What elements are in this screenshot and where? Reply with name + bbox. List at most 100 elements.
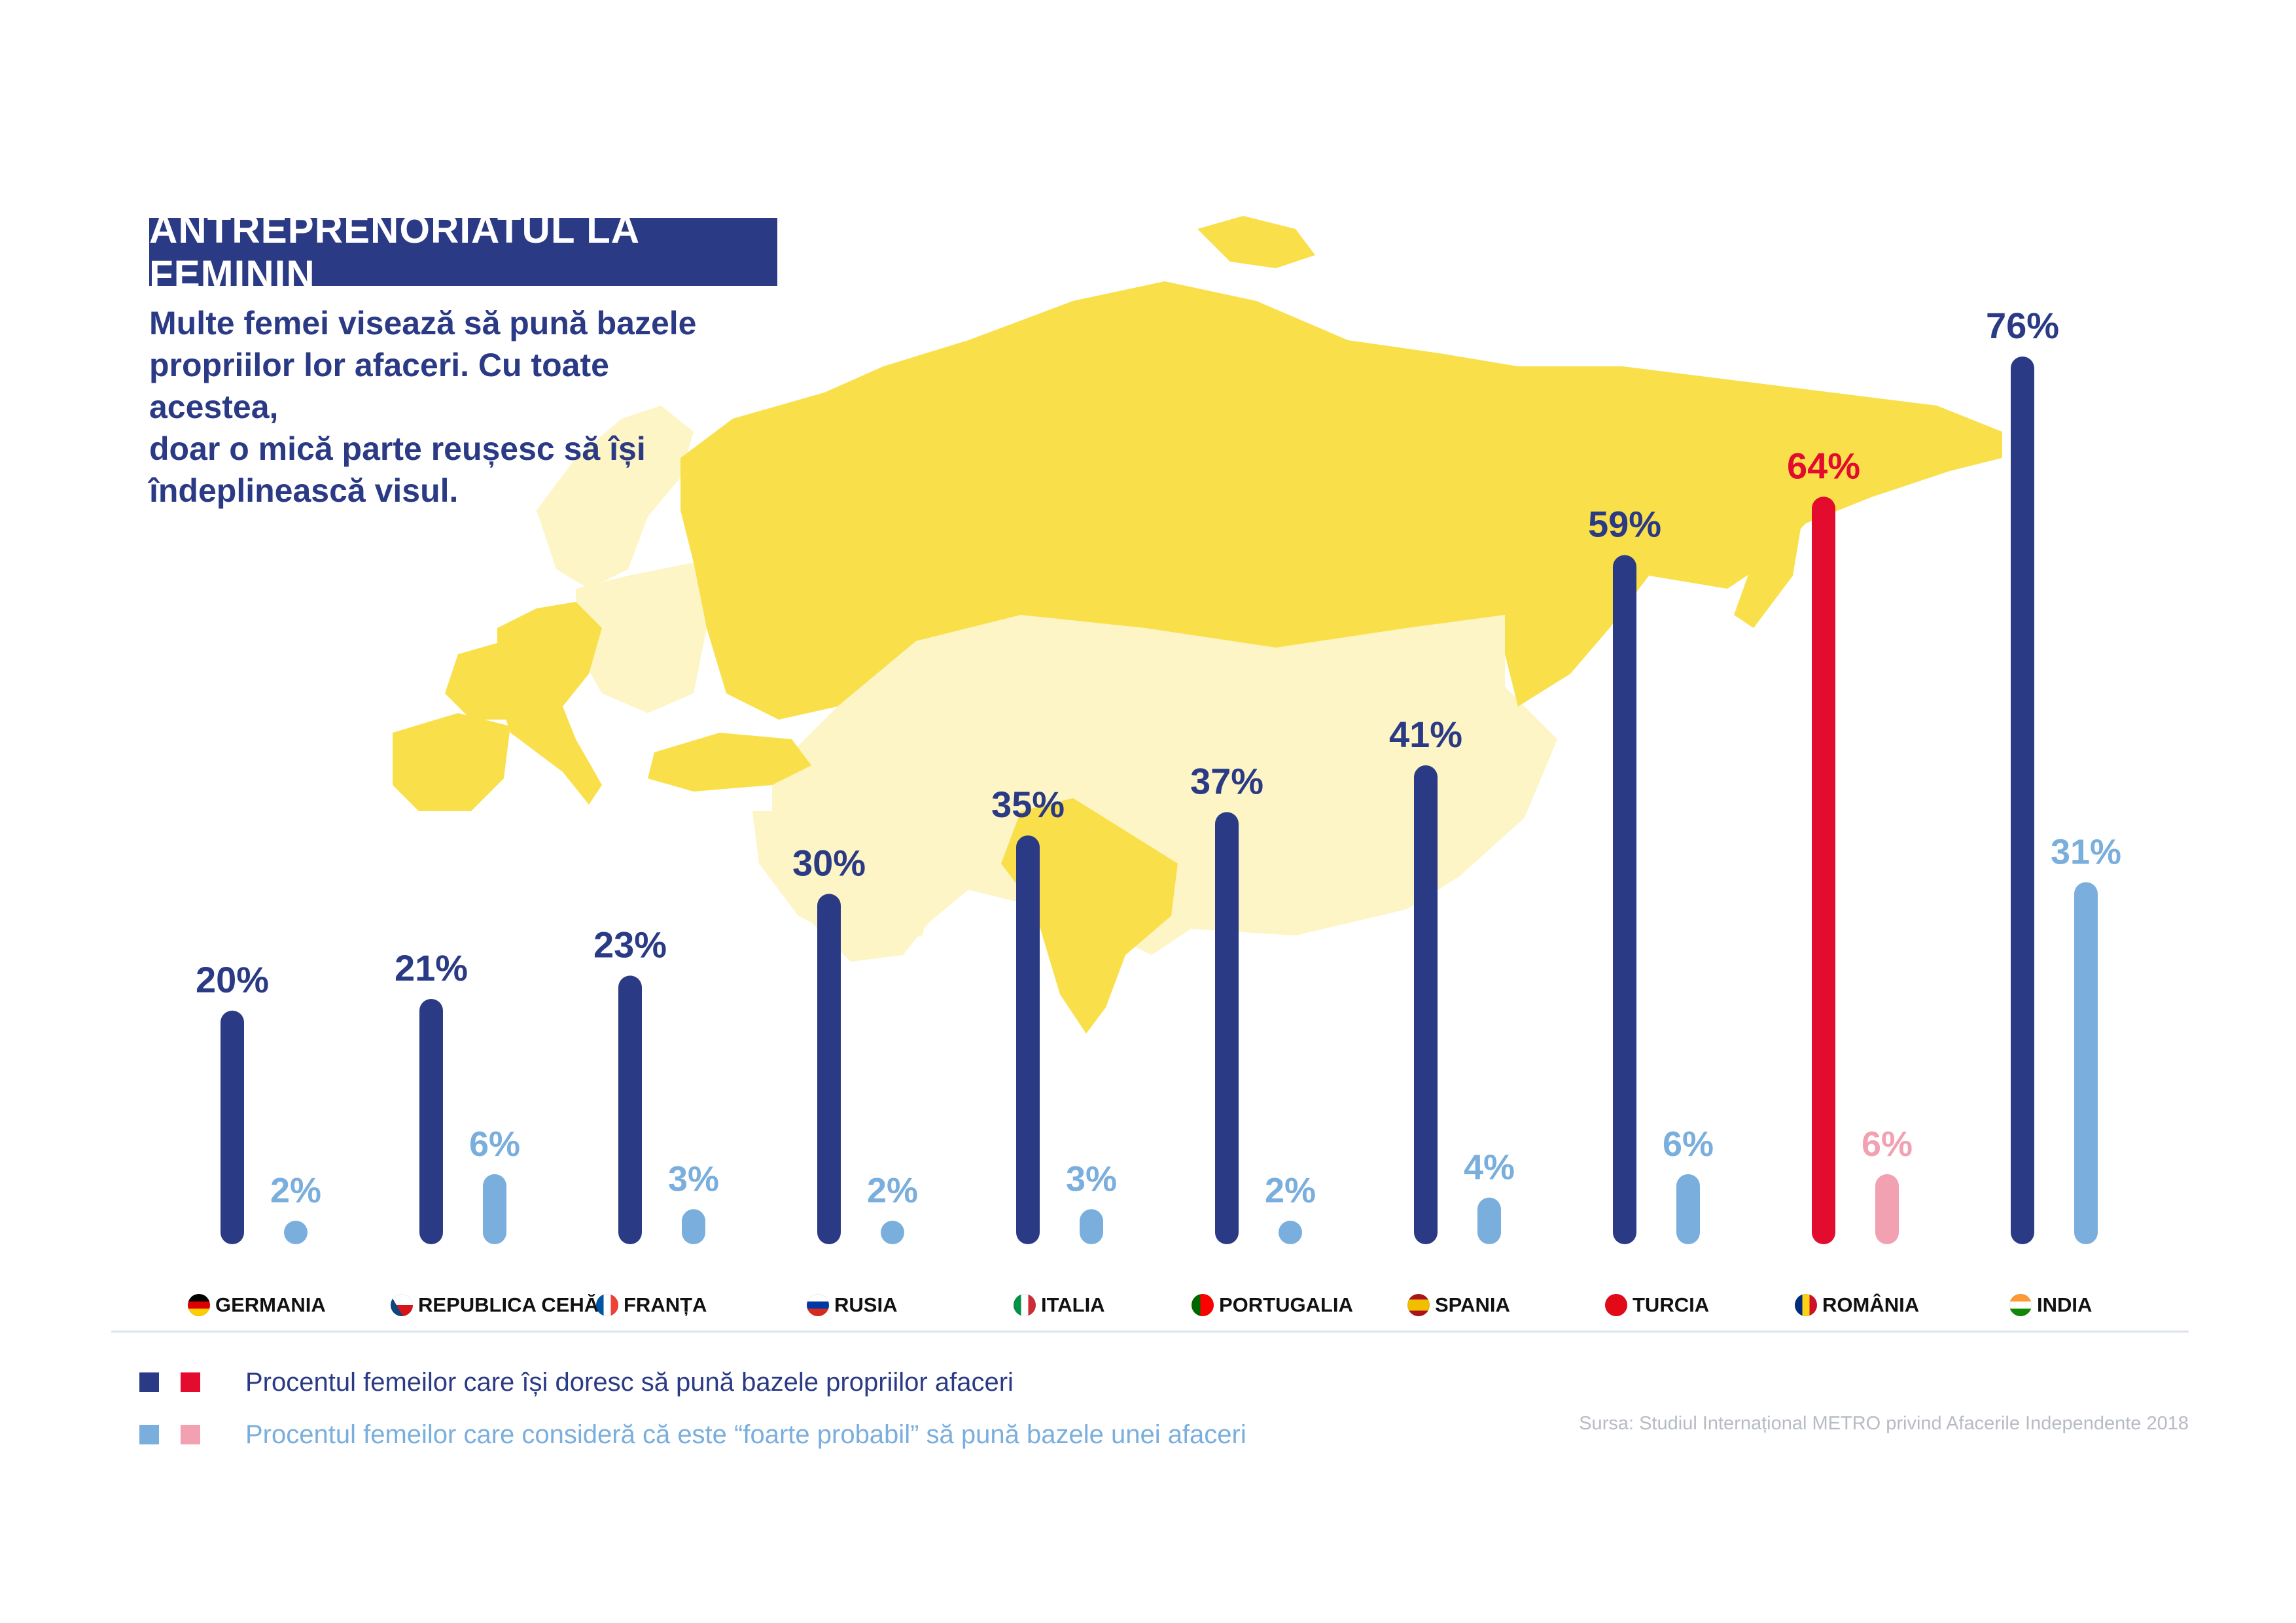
chart-subtitle: Multe femei visează să pună bazele propr… — [149, 302, 738, 512]
flag-icon — [2009, 1294, 2032, 1316]
country-label: ITALIA — [1014, 1291, 1105, 1319]
country-label: RUSIA — [807, 1291, 897, 1319]
value-label-likely-0: 2% — [270, 1171, 321, 1210]
country-name: RUSIA — [834, 1293, 898, 1316]
legend-item-dark: Procentul femeilor care își doresc să pu… — [139, 1363, 1014, 1402]
bar-likely-9 — [2074, 882, 2098, 1244]
flag-icon — [391, 1294, 413, 1316]
value-label-likely-1: 6% — [469, 1125, 520, 1164]
bar-likely-5 — [1279, 1221, 1302, 1244]
flag-icon — [188, 1294, 210, 1316]
map-russia — [680, 281, 2002, 720]
value-label-likely-7: 6% — [1663, 1125, 1714, 1164]
value-label-dream-7: 59% — [1588, 504, 1661, 545]
value-label-dream-0: 20% — [196, 959, 269, 1000]
value-label-likely-3: 2% — [867, 1171, 918, 1210]
map-scandinavia — [537, 406, 694, 589]
country-name: REPUBLICA CEHĂ — [418, 1293, 599, 1316]
country-label: PORTUGALIA — [1192, 1291, 1353, 1319]
bar-likely-8 — [1875, 1174, 1899, 1244]
subtitle-line: îndeplinească visul. — [149, 472, 459, 509]
country-label: FRANȚA — [596, 1291, 707, 1319]
flag-icon — [1795, 1294, 1817, 1316]
bar-dream-9 — [2011, 357, 2034, 1244]
bar-dream-7 — [1613, 555, 1636, 1244]
value-label-dream-6: 41% — [1389, 714, 1462, 755]
bar-dream-6 — [1414, 765, 1438, 1244]
legend-swatch-pink — [181, 1425, 200, 1444]
country-label: INDIA — [2009, 1291, 2092, 1319]
country-name: INDIA — [2037, 1293, 2093, 1316]
value-label-dream-4: 35% — [991, 784, 1065, 825]
map-other-countries — [537, 406, 1557, 962]
flag-icon — [1014, 1294, 1036, 1316]
bar-dream-2 — [618, 975, 642, 1244]
value-label-likely-4: 3% — [1066, 1159, 1117, 1198]
flag-icon — [1605, 1294, 1627, 1316]
value-label-likely-2: 3% — [668, 1159, 719, 1198]
value-label-dream-2: 23% — [593, 924, 667, 965]
map-turkey — [648, 733, 811, 792]
subtitle-line: Multe femei visează să pună bazele — [149, 305, 697, 341]
country-label: ROMÂNIA — [1795, 1291, 1919, 1319]
bar-likely-1 — [483, 1174, 506, 1244]
legend-swatch-dark-blue — [139, 1372, 159, 1392]
subtitle-line: propriilor lor afaceri. Cu toate acestea… — [149, 347, 609, 425]
value-label-likely-6: 4% — [1464, 1148, 1515, 1187]
flag-icon — [596, 1294, 618, 1316]
bar-dream-8 — [1812, 497, 1835, 1244]
subtitle-line: doar o mică parte reușesc să își — [149, 430, 646, 467]
legend-divider — [111, 1331, 2189, 1333]
value-label-dream-3: 30% — [792, 842, 866, 883]
map-highlighted-countries — [393, 216, 2002, 1034]
value-label-likely-9: 31% — [2051, 832, 2121, 871]
map-kamchatka — [1734, 497, 1806, 628]
bar-dream-4 — [1016, 835, 1040, 1244]
country-name: TURCIA — [1633, 1293, 1710, 1316]
country-name: GERMANIA — [215, 1293, 326, 1316]
bar-dream-0 — [221, 1010, 244, 1244]
country-label: TURCIA — [1605, 1291, 1709, 1319]
bar-likely-4 — [1080, 1209, 1103, 1244]
map-eastern-europe — [576, 563, 707, 713]
value-label-likely-8: 6% — [1862, 1125, 1913, 1164]
bar-likely-6 — [1477, 1197, 1501, 1244]
country-name: PORTUGALIA — [1219, 1293, 1353, 1316]
bar-dream-1 — [419, 999, 443, 1244]
flag-icon — [1407, 1294, 1430, 1316]
map-asia-south — [772, 615, 1557, 962]
flag-icon — [807, 1294, 829, 1316]
bar-likely-2 — [682, 1209, 705, 1244]
country-name: FRANȚA — [624, 1293, 707, 1316]
bar-dream-5 — [1215, 812, 1239, 1244]
map-arctic-islands — [1197, 216, 1315, 268]
country-label: GERMANIA — [188, 1291, 326, 1319]
map-france — [445, 641, 523, 720]
flag-icon — [1192, 1294, 1214, 1316]
map-iberia — [393, 713, 510, 811]
source-note: Sursa: Studiul Internațional METRO privi… — [1579, 1413, 2189, 1434]
bar-likely-7 — [1676, 1174, 1700, 1244]
bar-likely-3 — [881, 1221, 904, 1244]
value-label-dream-5: 37% — [1190, 760, 1263, 801]
legend-item-light: Procentul femeilor care consideră că est… — [139, 1415, 1246, 1454]
legend-label: Procentul femeilor care consideră că est… — [245, 1420, 1246, 1449]
bar-dream-3 — [817, 894, 841, 1244]
value-label-dream-1: 21% — [395, 947, 468, 988]
map-india — [1001, 798, 1178, 1034]
map-arabia — [752, 811, 929, 949]
country-name: ROMÂNIA — [1822, 1293, 1920, 1316]
country-name: ITALIA — [1041, 1293, 1105, 1316]
value-label-likely-5: 2% — [1265, 1171, 1316, 1210]
country-name: SPANIA — [1435, 1293, 1510, 1316]
country-label: REPUBLICA CEHĂ — [391, 1291, 599, 1319]
legend-label: Procentul femeilor care își doresc să pu… — [245, 1367, 1014, 1397]
bar-likely-0 — [284, 1221, 308, 1244]
value-label-dream-8: 64% — [1787, 445, 1860, 486]
country-label: SPANIA — [1407, 1291, 1510, 1319]
legend-swatch-light-blue — [139, 1425, 159, 1444]
legend-swatch-red — [181, 1372, 200, 1392]
map-western-europe — [497, 602, 602, 805]
